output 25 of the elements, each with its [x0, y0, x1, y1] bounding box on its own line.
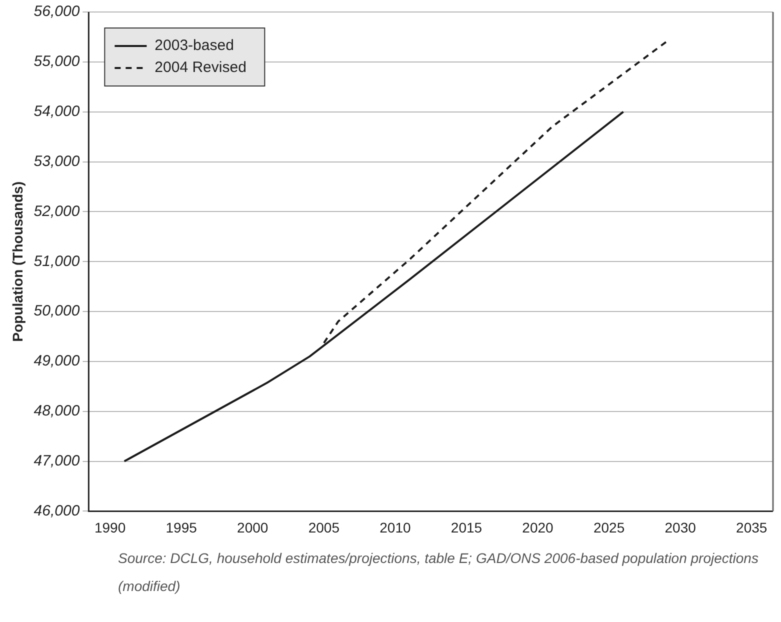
x-tick-label: 2010	[380, 519, 411, 536]
y-tick-label: 56,000	[34, 3, 80, 20]
y-tick-label: 53,000	[34, 152, 80, 170]
legend-label: 2004 Revised	[154, 59, 246, 76]
y-tick-label: 48,000	[34, 402, 80, 420]
y-tick-label: 54,000	[34, 103, 80, 120]
x-tick-label: 2020	[522, 519, 554, 536]
y-tick-label: 55,000	[34, 53, 80, 70]
x-tick-label: 1990	[94, 519, 126, 536]
x-tick-label: 2025	[593, 519, 625, 536]
y-axis-title: Population (Thousands)	[9, 181, 26, 342]
x-tick-label: 2015	[450, 519, 482, 536]
x-tick-label: 2035	[736, 519, 768, 536]
y-tick-label: 50,000	[34, 302, 80, 320]
legend-label: 2003-based	[154, 37, 234, 54]
y-tick-label: 46,000	[34, 502, 80, 520]
x-tick-label: 2030	[664, 519, 696, 536]
x-tick-label: 2000	[237, 519, 268, 536]
source-note: Source: DCLG, household estimates/projections, table E; GAD/ONS 2006-based population projections (modified)	[118, 549, 760, 596]
y-tick-label: 47,000	[34, 452, 80, 470]
y-tick-label: 52,000	[34, 202, 80, 220]
x-tick-label: 2005	[308, 519, 340, 536]
x-tick-label: 1995	[166, 519, 198, 536]
y-tick-label: 49,000	[34, 352, 80, 370]
y-tick-label: 51,000	[34, 252, 80, 270]
